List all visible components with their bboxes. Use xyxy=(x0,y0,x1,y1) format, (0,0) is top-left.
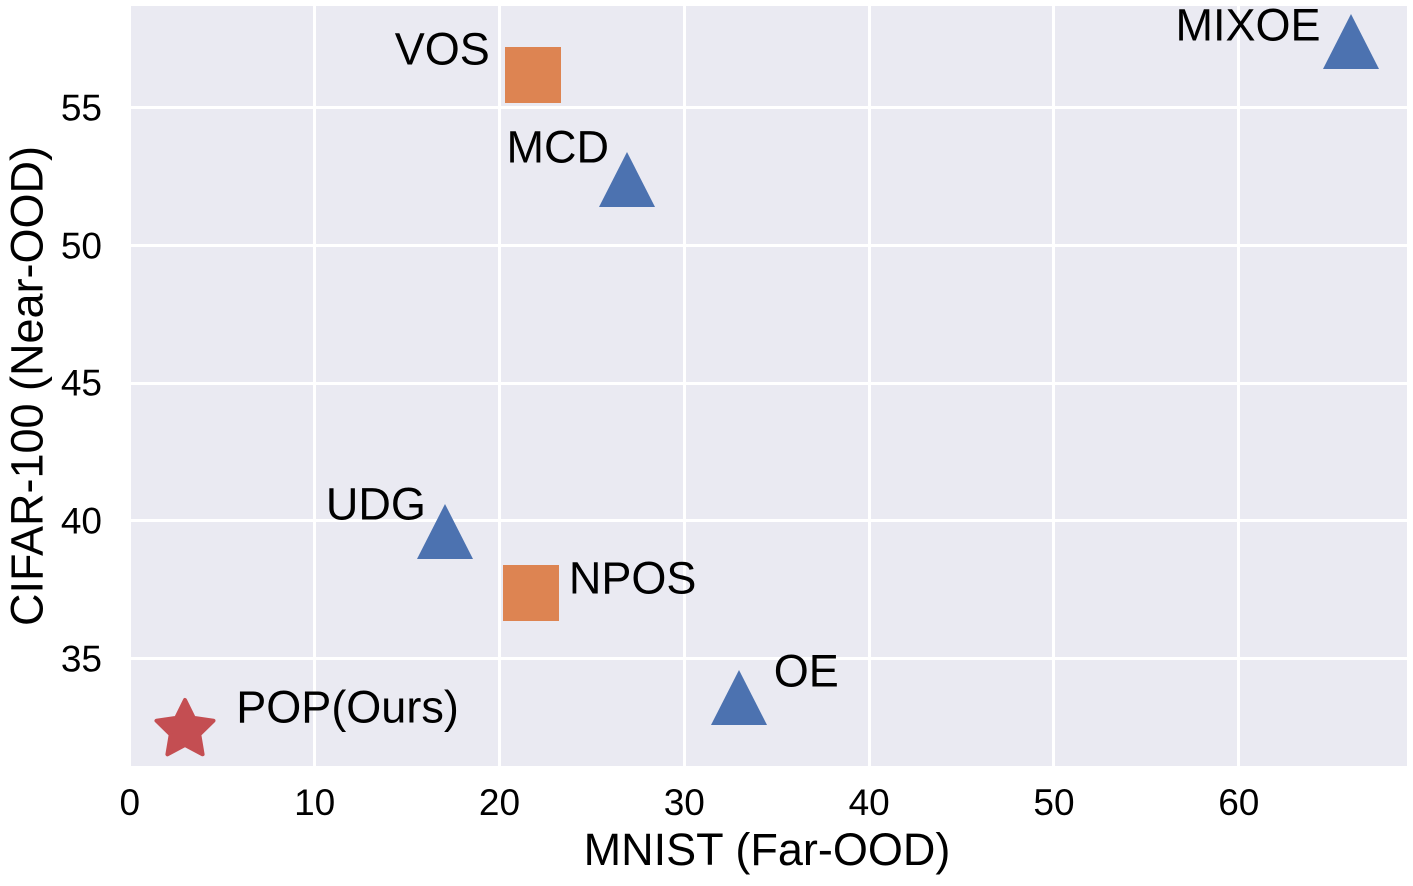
gridline-x-60 xyxy=(1237,6,1241,766)
gridline-y-55 xyxy=(128,106,1407,110)
gridline-x-20 xyxy=(498,6,501,766)
y-tick-label-45: 45 xyxy=(60,362,102,404)
y-tick-label-55: 55 xyxy=(60,87,102,129)
y-tick-label-50: 50 xyxy=(60,225,102,267)
gridline-x-50 xyxy=(1052,6,1056,766)
gridline-y-40 xyxy=(128,519,1407,523)
x-tick-label-30: 30 xyxy=(663,782,705,823)
point-label-udg: UDG xyxy=(325,478,426,530)
gridline-x-40 xyxy=(867,6,871,766)
gridline-y-50 xyxy=(128,244,1407,248)
point-label-oe: OE xyxy=(773,645,839,697)
gridline-y-35 xyxy=(128,657,1407,661)
point-label-npos: NPOS xyxy=(568,552,697,604)
gridline-x-10 xyxy=(313,6,317,766)
marker-oe xyxy=(711,669,768,725)
y-tick-label-40: 40 xyxy=(60,500,102,542)
x-tick-label-20: 20 xyxy=(478,782,521,823)
marker-mcd xyxy=(598,151,655,207)
point-label-mcd: MCD xyxy=(506,121,610,173)
point-label-vos: VOS xyxy=(394,23,490,75)
marker-mixoe xyxy=(1323,14,1380,70)
gridline-x-0 xyxy=(128,6,132,766)
plot-area: VOS MCD MIXOE UDG NPOS OE POP(Ours) xyxy=(128,6,1407,766)
marker-udg xyxy=(417,504,474,560)
x-axis-label: MNIST (Far-OOD) xyxy=(583,824,951,875)
marker-npos xyxy=(502,564,559,621)
point-label-pop-ours: POP(Ours) xyxy=(236,681,459,733)
gridline-y-45 xyxy=(128,381,1407,385)
y-tick-label-35: 35 xyxy=(60,638,102,680)
x-tick-label-0: 0 xyxy=(119,782,141,823)
y-axis-label: CIFAR-100 (Near-OOD) xyxy=(1,145,53,627)
marker-vos xyxy=(504,46,561,103)
marker-pop-ours xyxy=(154,696,216,763)
x-tick-label-50: 50 xyxy=(1033,782,1075,823)
x-tick-label-10: 10 xyxy=(294,782,336,823)
star-icon xyxy=(154,698,216,757)
x-tick-label-40: 40 xyxy=(848,782,890,823)
gridline-x-30 xyxy=(682,6,686,766)
x-tick-label-60: 60 xyxy=(1218,782,1260,823)
point-label-mixoe: MIXOE xyxy=(1175,6,1321,51)
